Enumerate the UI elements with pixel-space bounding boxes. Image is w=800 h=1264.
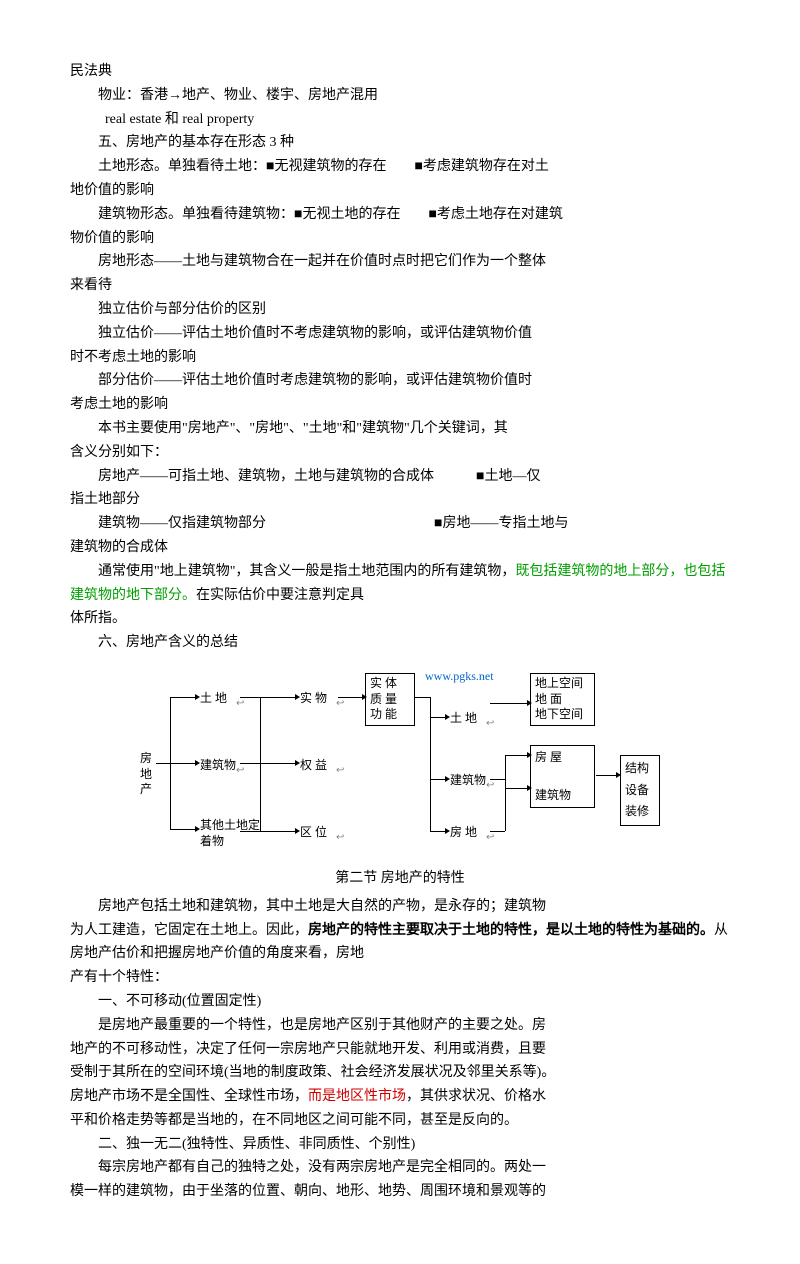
p2c: 受制于其所在的空间环境(当地的制度政策、社会经济发展状况及邻里关系等)。 bbox=[70, 1061, 730, 1085]
p2d: 房地产市场不是全国性、全球性市场， bbox=[70, 1089, 308, 1104]
line-bfgj: 部分估价——评估土地价值时考虑建筑物的影响，或评估建筑物价值时 bbox=[70, 369, 730, 393]
node-box3: 房 屋 建筑物 bbox=[530, 745, 595, 809]
p2b: 地产的不可移动性，决定了任何一宗房地产只能就地开发、利用或消费，且要 bbox=[70, 1038, 730, 1062]
p1b-line: 为人工建造，它固定在土地上。因此，房地产的特性主要取决于土地的特性，是以土地的特… bbox=[70, 919, 730, 967]
node-col3-0: 土 地 bbox=[450, 711, 477, 727]
line-jzw: 建筑物形态。单独看待建筑物：■无视土地的存在 ■考虑土地存在对建筑 bbox=[70, 203, 730, 227]
p1: 房地产包括土地和建筑物，其中土地是大自然的产物，是永存的；建筑物 bbox=[70, 895, 730, 919]
node-col2-2: 区 位 bbox=[300, 825, 327, 841]
node-box1: 实 体 质 量 功 能 bbox=[365, 673, 415, 726]
text-prefix: 通常使用"地上建筑物"，其含义一般是指土地范围内的所有建筑物， bbox=[98, 564, 515, 579]
p2d-line: 房地产市场不是全国性、全球性市场，而是地区性市场，其供求状况、价格水 bbox=[70, 1085, 730, 1109]
text-suffix: 在实际估价中要注意判定具 bbox=[196, 588, 364, 603]
node-col2-0: 实 物 bbox=[300, 691, 327, 707]
line-jzw2-2: 建筑物的合成体 bbox=[70, 536, 730, 560]
line-jzw2: 建筑物——仅指建筑物部分 ■房地——专指土地与 bbox=[70, 512, 730, 536]
concept-diagram: 房地产 土 地 建筑物 其他土地定着物 实 物 权 益 区 位 实 体 质 量 … bbox=[140, 663, 660, 863]
p3b: 模一样的建筑物，由于坐落的位置、朝向、地形、地势、周围环境和景观等的 bbox=[70, 1180, 730, 1204]
line-fdc-2: 指土地部分 bbox=[70, 488, 730, 512]
line-dsjzw-2: 体所指。 bbox=[70, 607, 730, 631]
node-col1-2: 其他土地定着物 bbox=[200, 818, 260, 849]
line-realestate: real estate 和 real property bbox=[70, 108, 730, 132]
node-root: 房地产 bbox=[140, 751, 154, 798]
node-col3-2: 房 地 bbox=[450, 825, 477, 841]
p2f: 平和价格走势等都是当地的，在不同地区之间可能不同，甚至是反向的。 bbox=[70, 1109, 730, 1133]
p1-a: 房地产包括土地和建筑物，其中土地是大自然的产物，是永存的；建筑物 bbox=[98, 899, 546, 914]
line-mfd: 民法典 bbox=[70, 60, 730, 84]
p1-b: 为人工建造，它固定在土地上。因此， bbox=[70, 923, 308, 938]
heading-char1: 一、不可移动(位置固定性) bbox=[70, 990, 730, 1014]
section-2-title: 第二节 房地产的特性 bbox=[70, 867, 730, 891]
heading-6: 六、房地产含义的总结 bbox=[70, 631, 730, 655]
p3a: 每宗房地产都有自己的独特之处，没有两宗房地产是完全相同的。两处一 bbox=[70, 1156, 730, 1180]
line-fdc: 房地产——可指土地、建筑物，土地与建筑物的合成体 ■土地—仅 bbox=[70, 465, 730, 489]
line-jzw-2: 物价值的影响 bbox=[70, 227, 730, 251]
node-box2: 地上空间 地 面 地下空间 bbox=[530, 673, 595, 726]
node-col1-0: 土 地 bbox=[200, 691, 227, 707]
node-box4: 结构 设备 装修 bbox=[620, 755, 660, 826]
line-tudi-2: 地价值的影响 bbox=[70, 179, 730, 203]
p2a: 是房地产最重要的一个特性，也是房地产区别于其他财产的主要之处。房 bbox=[70, 1014, 730, 1038]
heading-char2: 二、独一无二(独特性、异质性、非同质性、个别性) bbox=[70, 1133, 730, 1157]
line-tudi: 土地形态。单独看待土地：■无视建筑物的存在 ■考虑建筑物存在对土 bbox=[70, 155, 730, 179]
line-bfgj-2: 考虑土地的影响 bbox=[70, 393, 730, 417]
line-fd: 房地形态——土地与建筑物合在一起并在价值时点时把它们作为一个整体 bbox=[70, 250, 730, 274]
line-dlgj-1b: 时不考虑土地的影响 bbox=[70, 346, 730, 370]
line-book: 本书主要使用"房地产"、"房地"、"土地"和"建筑物"几个关键词，其 bbox=[70, 417, 730, 441]
watermark: www.pgks.net bbox=[425, 669, 494, 685]
p1d-line: 产有十个特性： bbox=[70, 966, 730, 990]
line-dsjzw: 通常使用"地上建筑物"，其含义一般是指土地范围内的所有建筑物，既包括建筑物的地上… bbox=[70, 560, 730, 608]
p1-bold: 房地产的特性主要取决于土地的特性，是以土地的特性为基础的。 bbox=[308, 923, 714, 938]
line-book-2: 含义分别如下： bbox=[70, 441, 730, 465]
line-dlgj-1: 独立估价——评估土地价值时不考虑建筑物的影响，或评估建筑物价值 bbox=[70, 322, 730, 346]
p2e: ，其供求状况、价格水 bbox=[406, 1089, 546, 1104]
line-dlgj: 独立估价与部分估价的区别 bbox=[70, 298, 730, 322]
node-col1-1: 建筑物 bbox=[200, 758, 236, 774]
line-wuye: 物业：香港→地产、物业、楼宇、房地产混用 bbox=[70, 84, 730, 108]
line-fd-2: 来看待 bbox=[70, 274, 730, 298]
node-col3-1: 建筑物 bbox=[450, 773, 486, 789]
p2-red: 而是地区性市场 bbox=[308, 1089, 406, 1104]
heading-5: 五、房地产的基本存在形态 3 种 bbox=[70, 131, 730, 155]
node-col2-1: 权 益 bbox=[300, 758, 327, 774]
